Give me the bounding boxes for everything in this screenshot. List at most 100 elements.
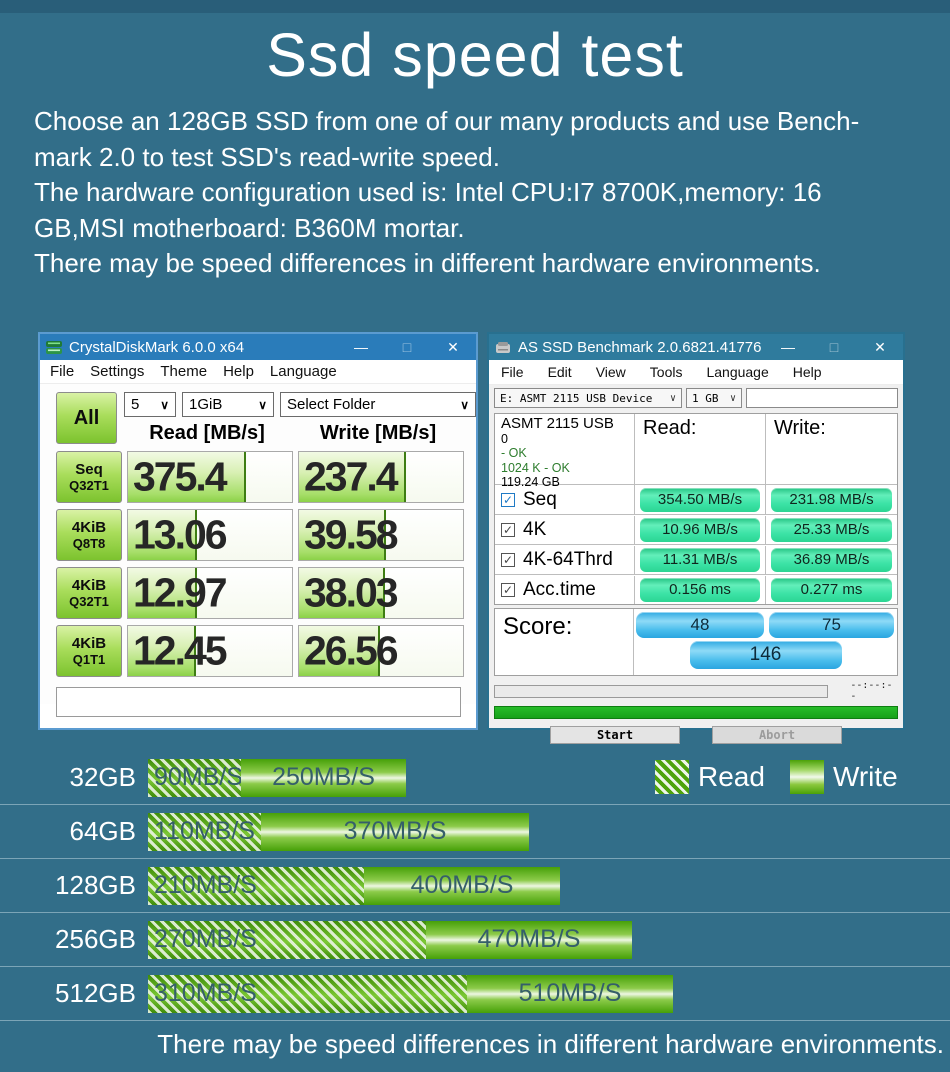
read-result-pill: 354.50 MB/s bbox=[640, 487, 760, 512]
4k-64thrd-checkbox[interactable]: ✓ bbox=[501, 552, 515, 567]
as-ssd-menu-tools[interactable]: Tools bbox=[649, 364, 683, 380]
cdm-test-queue: Q32T1 bbox=[69, 594, 109, 609]
speed-bar: 270MB/S 470MB/S bbox=[148, 920, 632, 959]
as-ssd-size-value: 1 GB bbox=[692, 391, 719, 405]
cdm-read-result-cell: 13.06 bbox=[127, 509, 293, 561]
cdm-read-value: 13.06 bbox=[133, 511, 228, 558]
as-ssd-menubar: File Edit View Tools Language Help bbox=[489, 360, 903, 385]
read-speed-label: 270MB/S bbox=[154, 925, 257, 953]
cdm-test-size-select[interactable]: 1GiB ∨ bbox=[182, 392, 274, 417]
result-fill-bar bbox=[128, 510, 198, 560]
cdm-test-button-4kib-q8t8[interactable]: 4KiB Q8T8 bbox=[56, 509, 122, 561]
cdm-test-button-seq-q32t1[interactable]: Seq Q32T1 bbox=[56, 451, 122, 503]
acc-time-checkbox[interactable]: ✓ bbox=[501, 582, 515, 597]
as-ssd-test-label: 4K-64Thrd bbox=[523, 548, 613, 570]
read-result-pill: 11.31 MB/s bbox=[640, 547, 760, 572]
cdm-write-value: 39.58 bbox=[304, 511, 399, 558]
cdm-test-button-4kib-q1t1[interactable]: 4KiB Q1T1 bbox=[56, 625, 122, 677]
drive-name: ASMT 2115 USB bbox=[501, 415, 614, 432]
write-result-pill: 231.98 MB/s bbox=[771, 487, 892, 512]
read-speed-label: 310MB/S bbox=[154, 979, 257, 1007]
as-ssd-menu-edit[interactable]: Edit bbox=[547, 364, 572, 380]
start-button[interactable]: Start bbox=[550, 726, 680, 744]
write-speed-label: 370MB/S bbox=[343, 817, 447, 845]
chart-row-512gb: 512GB 310MB/S 510MB/S bbox=[0, 967, 950, 1021]
drive-alignment-ok: 1024 K - OK bbox=[501, 460, 570, 475]
write-legend-label: Write bbox=[832, 761, 898, 792]
cdm-write-result-cell: 237.4 bbox=[298, 451, 464, 503]
cdm-write-value: 38.03 bbox=[304, 569, 399, 616]
write-result-pill: 36.89 MB/s bbox=[771, 547, 892, 572]
intro-line: GB,MSI motherboard: B360M mortar. bbox=[34, 212, 465, 243]
cdm-minimize-button[interactable]: — bbox=[354, 339, 368, 355]
cdm-test-type: 4KiB bbox=[71, 635, 107, 652]
read-speed-label: 90MB/S bbox=[154, 763, 243, 791]
as-ssd-read-cell: 10.96 MB/s bbox=[634, 515, 765, 544]
as-ssd-textbox[interactable] bbox=[746, 388, 898, 408]
cdm-test-queue: Q32T1 bbox=[69, 478, 109, 493]
cdm-menubar: File Settings Theme Help Language bbox=[40, 360, 476, 384]
as-ssd-write-cell: 25.33 MB/s bbox=[765, 515, 897, 544]
chevron-down-icon: ∨ bbox=[160, 397, 169, 412]
crystaldiskmark-window: CrystalDiskMark 6.0.0 x64 — □ ✕ File Set… bbox=[38, 332, 478, 730]
result-fill-bar bbox=[299, 626, 380, 676]
cdm-test-type: 4KiB bbox=[71, 577, 107, 594]
elapsed-time-label: --:--:-- bbox=[850, 680, 893, 702]
as-ssd-maximize-button[interactable]: □ bbox=[829, 339, 839, 355]
as-ssd-minimize-button[interactable]: — bbox=[781, 339, 795, 355]
result-fill-bar bbox=[128, 626, 196, 676]
capacity-speed-chart: Read Write 32GB 90MB/S 250MB/S 64GB 110M… bbox=[0, 751, 950, 1021]
as-ssd-menu-language[interactable]: Language bbox=[706, 364, 769, 380]
as-ssd-menu-file[interactable]: File bbox=[501, 364, 524, 380]
speed-bar: 110MB/S 370MB/S bbox=[148, 812, 529, 851]
cdm-close-button[interactable]: ✕ bbox=[447, 338, 459, 355]
as-ssd-results-table: ASMT 2115 USB 0 - OK 1024 K - OK 119.24 … bbox=[494, 413, 898, 605]
cdm-write-result-cell: 26.56 bbox=[298, 625, 464, 677]
score-label: Score: bbox=[495, 609, 634, 675]
chevron-down-icon: ∨ bbox=[258, 397, 267, 412]
as-ssd-menu-view[interactable]: View bbox=[595, 364, 626, 380]
read-bar-segment: 310MB/S bbox=[148, 974, 467, 1013]
cdm-window-title: CrystalDiskMark 6.0.0 x64 bbox=[69, 338, 245, 356]
as-ssd-device-select[interactable]: E: ASMT 2115 USB Device ∨ bbox=[494, 388, 682, 408]
cdm-menu-file[interactable]: File bbox=[50, 363, 75, 380]
as-ssd-size-select[interactable]: 1 GB ∨ bbox=[686, 388, 742, 408]
status-green-bar bbox=[494, 706, 898, 719]
cdm-read-header: Read [MB/s] bbox=[149, 422, 265, 444]
drive-status-ok: - OK bbox=[501, 446, 527, 460]
cdm-test-count-value: 5 bbox=[131, 396, 140, 413]
seq-checkbox[interactable]: ✓ bbox=[501, 492, 515, 507]
chart-category-label: 256GB bbox=[55, 924, 136, 954]
chevron-down-icon: ∨ bbox=[729, 392, 736, 404]
as-ssd-device-value: E: ASMT 2115 USB Device bbox=[500, 391, 653, 405]
write-speed-label: 510MB/S bbox=[518, 979, 622, 1007]
chevron-down-icon: ∨ bbox=[460, 397, 469, 412]
as-ssd-test-label: Acc.time bbox=[523, 578, 596, 600]
4k-checkbox[interactable]: ✓ bbox=[501, 522, 515, 537]
cdm-test-button-4kib-q32t1[interactable]: 4KiB Q32T1 bbox=[56, 567, 122, 619]
as-ssd-menu-help[interactable]: Help bbox=[792, 364, 822, 380]
read-bar-segment: 210MB/S bbox=[148, 866, 364, 905]
chart-row-64gb: 64GB 110MB/S 370MB/S bbox=[0, 805, 950, 859]
cdm-comment-textbox[interactable] bbox=[56, 687, 461, 717]
cdm-menu-settings[interactable]: Settings bbox=[90, 363, 145, 380]
cdm-folder-select[interactable]: Select Folder ∨ bbox=[280, 392, 476, 417]
cdm-write-result-cell: 38.03 bbox=[298, 567, 464, 619]
cdm-read-value: 12.97 bbox=[133, 569, 228, 616]
chart-row-256gb: 256GB 270MB/S 470MB/S bbox=[0, 913, 950, 967]
result-fill-bar bbox=[128, 568, 198, 618]
write-speed-label: 250MB/S bbox=[272, 763, 375, 791]
read-bar-segment: 90MB/S bbox=[148, 758, 243, 797]
cdm-menu-theme[interactable]: Theme bbox=[160, 363, 208, 380]
cdm-maximize-button[interactable]: □ bbox=[402, 339, 412, 355]
cdm-all-button[interactable]: All bbox=[56, 392, 117, 444]
as-ssd-read-header: Read: bbox=[634, 414, 765, 493]
as-ssd-write-cell: 0.277 ms bbox=[765, 575, 897, 604]
as-ssd-drive-info: ASMT 2115 USB 0 - OK 1024 K - OK 119.24 … bbox=[495, 414, 634, 493]
as-ssd-close-button[interactable]: ✕ bbox=[874, 338, 886, 355]
cdm-test-count-select[interactable]: 5 ∨ bbox=[124, 392, 176, 417]
as-ssd-window: AS SSD Benchmark 2.0.6821.41776 — □ ✕ Fi… bbox=[487, 332, 905, 744]
chevron-down-icon: ∨ bbox=[669, 392, 676, 404]
cdm-menu-help[interactable]: Help bbox=[223, 363, 254, 380]
cdm-menu-language[interactable]: Language bbox=[269, 363, 337, 380]
